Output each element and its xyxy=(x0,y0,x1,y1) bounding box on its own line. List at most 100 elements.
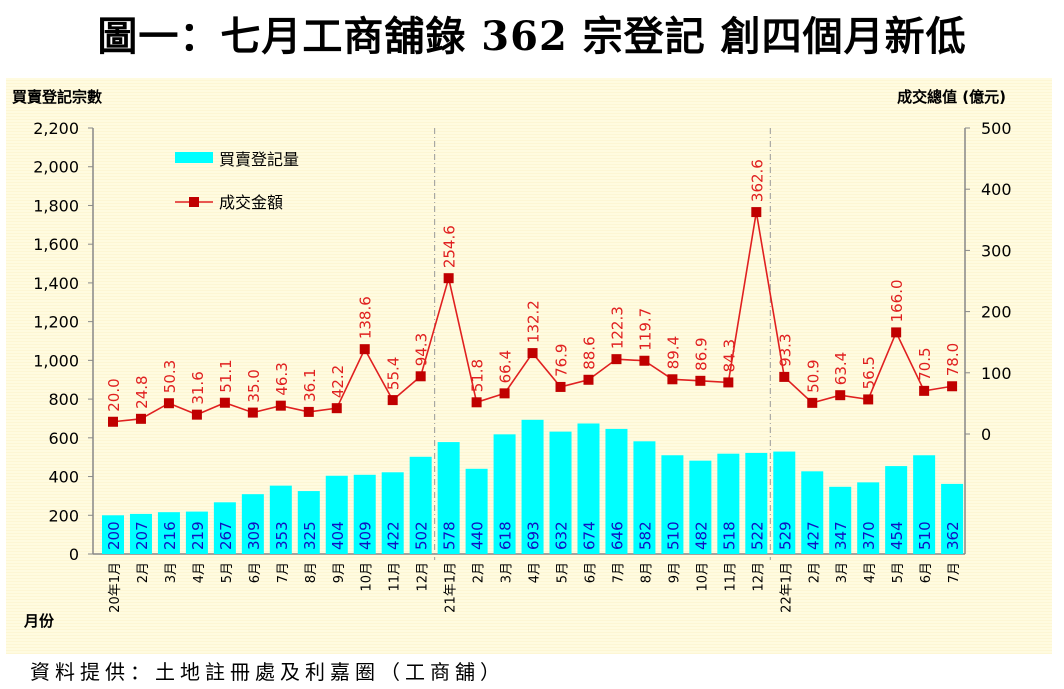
line-value-label: 31.6 xyxy=(189,371,207,404)
left-tick-label: 2,000 xyxy=(33,158,79,177)
bar xyxy=(353,474,376,554)
bar-value-label: 510 xyxy=(664,521,682,550)
bar-value-label: 646 xyxy=(608,521,626,550)
bar xyxy=(885,466,908,554)
line-point xyxy=(723,377,734,388)
bar-value-label: 422 xyxy=(385,521,403,550)
line-value-label: 88.6 xyxy=(580,336,598,369)
bar-value-label: 502 xyxy=(413,521,431,550)
right-tick-label: 500 xyxy=(981,119,1012,138)
line-value-label: 362.6 xyxy=(748,159,766,202)
x-tick-label: 9月 xyxy=(667,562,682,583)
left-tick-label: 600 xyxy=(48,429,79,448)
line-point xyxy=(947,381,958,392)
line-point xyxy=(443,273,454,284)
legend-line-label: 成交金額 xyxy=(219,193,283,212)
line-point xyxy=(135,413,146,424)
chart-area: 買賣登記宗數 成交總值 (億元) 月份 0 200 400 600 800 1,000 1,200… xyxy=(6,78,1052,654)
line-point xyxy=(919,385,930,396)
x-tick-label: 7月 xyxy=(947,562,962,583)
bar-value-label: 267 xyxy=(217,521,235,550)
line-point xyxy=(639,355,650,366)
x-tick-label: 10月 xyxy=(695,562,710,592)
line-value-label: 84.3 xyxy=(720,339,738,372)
bar-value-label: 207 xyxy=(133,521,151,550)
bar xyxy=(605,428,628,554)
line-value-label: 66.4 xyxy=(497,350,515,383)
bar-value-label: 440 xyxy=(469,521,487,550)
bar xyxy=(465,468,488,554)
line-value-label: 86.9 xyxy=(692,337,710,370)
bar xyxy=(493,434,516,554)
bar xyxy=(689,460,712,554)
bar-value-label: 347 xyxy=(832,521,850,550)
bar xyxy=(325,475,348,554)
line-value-label: 132.2 xyxy=(525,300,543,343)
bar xyxy=(941,483,964,554)
line-point xyxy=(247,407,258,418)
x-tick-label: 8月 xyxy=(639,562,654,583)
line-point xyxy=(359,344,370,355)
x-tick-label: 6月 xyxy=(583,562,598,583)
line-point xyxy=(499,388,510,399)
bar xyxy=(129,513,152,554)
x-tick-label: 10月 xyxy=(360,562,375,592)
bar xyxy=(773,451,796,554)
left-tick-label: 1,400 xyxy=(33,274,79,293)
bar-value-label: 674 xyxy=(580,521,598,550)
legend-bar-swatch xyxy=(175,152,213,163)
bar-value-label: 693 xyxy=(525,521,543,550)
line-point xyxy=(191,409,202,420)
bar xyxy=(549,431,572,554)
line-value-label: 76.9 xyxy=(553,344,571,377)
x-tick-label: 11月 xyxy=(723,562,738,592)
line-value-label: 46.3 xyxy=(273,362,291,395)
bar-value-label: 618 xyxy=(497,521,515,550)
line-point xyxy=(471,397,482,408)
bar xyxy=(381,472,404,554)
bar-value-label: 454 xyxy=(888,521,906,550)
x-tick-label: 12月 xyxy=(416,562,431,592)
source-note: 資料提供：土地註冊處及利嘉圈（工商舖） xyxy=(30,660,505,684)
bar-value-label: 216 xyxy=(161,521,179,550)
line-point xyxy=(611,354,622,365)
bar xyxy=(521,419,544,554)
left-axis-title: 買賣登記宗數 xyxy=(12,88,102,106)
line-value-label: 63.4 xyxy=(832,352,850,385)
line-value-label: 78.0 xyxy=(944,343,962,376)
x-tick-label: 2月 xyxy=(472,562,487,583)
line-point xyxy=(891,327,902,338)
bar xyxy=(661,455,684,554)
right-tick-label: 0 xyxy=(981,425,991,444)
bar-value-label: 325 xyxy=(301,521,319,550)
x-tick-label: 4月 xyxy=(528,562,543,583)
line-value-label: 56.5 xyxy=(860,356,878,389)
x-tick-label: 20年1月 xyxy=(108,562,123,613)
x-tick-label: 5月 xyxy=(891,562,906,583)
x-tick-label: 7月 xyxy=(276,562,291,583)
bar-value-label: 582 xyxy=(636,521,654,550)
bar-value-label: 529 xyxy=(776,521,794,550)
line-point xyxy=(667,374,678,385)
x-tick-label: 7月 xyxy=(611,562,626,583)
chart-title: 圖一：七月工商舖錄 362 宗登記 創四個月新低 xyxy=(97,13,967,60)
line-value-label: 50.9 xyxy=(804,359,822,392)
line-point xyxy=(303,406,314,417)
x-tick-label: 9月 xyxy=(332,562,347,583)
x-tick-label: 6月 xyxy=(248,562,263,583)
left-tick-label: 1,000 xyxy=(33,351,79,370)
line-value-label: 70.5 xyxy=(916,347,934,380)
bar xyxy=(857,482,880,554)
chart-svg: 買賣登記宗數 成交總值 (億元) 月份 0 200 400 600 800 1,000 1,200… xyxy=(12,88,1012,630)
legend-line-marker xyxy=(189,197,199,207)
bar xyxy=(829,486,852,554)
line-point xyxy=(163,398,174,409)
bar-value-label: 522 xyxy=(748,521,766,550)
left-tick-label: 200 xyxy=(48,506,79,525)
bar-value-label: 353 xyxy=(273,521,291,550)
line-value-label: 24.8 xyxy=(133,375,151,408)
x-tick-label: 5月 xyxy=(556,562,571,583)
left-tick-label: 0 xyxy=(69,545,79,564)
line-value-label: 166.0 xyxy=(888,279,906,322)
x-tick-label: 3月 xyxy=(164,562,179,583)
